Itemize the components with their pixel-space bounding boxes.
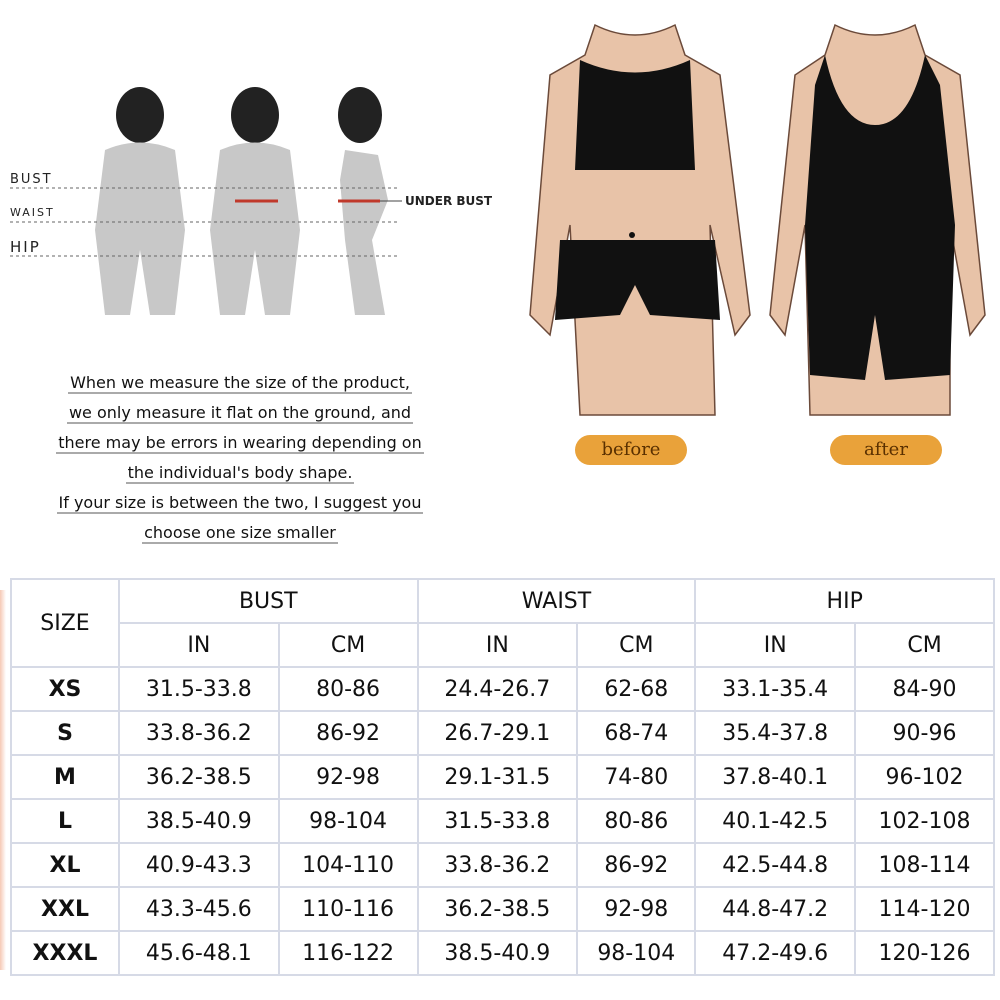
unit-header: IN	[118, 622, 280, 668]
measurement-cell: 120-126	[854, 930, 995, 976]
unit-header: IN	[694, 622, 857, 668]
measurement-cell: 44.8-47.2	[694, 886, 857, 932]
measurement-cell: 92-98	[277, 754, 419, 800]
before-tag: before	[575, 435, 687, 465]
measurement-cell: 104-110	[277, 842, 419, 888]
measurement-cell: 42.5-44.8	[694, 842, 857, 888]
unit-header: IN	[416, 622, 579, 668]
body-silhouettes	[10, 87, 402, 315]
bust-label: BUST	[10, 172, 53, 187]
measurement-cell: 24.4-26.7	[416, 666, 579, 712]
measurement-notes: When we measure the size of the product,…	[0, 368, 480, 548]
edge-decoration	[0, 590, 6, 970]
unit-header: CM	[277, 622, 419, 668]
measurement-cell: 45.6-48.1	[118, 930, 280, 976]
before-after-photos: before after	[510, 15, 1000, 465]
measurement-cell: 38.5-40.9	[118, 798, 280, 844]
measurement-cell: 33.8-36.2	[118, 710, 280, 756]
measurement-cell: 86-92	[576, 842, 697, 888]
measurement-cell: 86-92	[277, 710, 419, 756]
measurement-cell: 102-108	[854, 798, 995, 844]
bust-header: BUST	[118, 578, 419, 624]
after-tag: after	[830, 435, 942, 465]
measurement-cell: 92-98	[576, 886, 697, 932]
measurement-cell: 26.7-29.1	[416, 710, 579, 756]
measurement-cell: 68-74	[576, 710, 697, 756]
measurement-cell: 31.5-33.8	[118, 666, 280, 712]
size-cell: M	[10, 754, 120, 800]
measurement-cell: 33.1-35.4	[694, 666, 857, 712]
measurement-diagram: BUST WAIST HIP UNDER BUST	[0, 80, 510, 330]
hip-header: HIP	[694, 578, 995, 624]
measurement-cell: 40.9-43.3	[118, 842, 280, 888]
size-chart-table: SIZE BUST WAIST HIP IN CM IN CM IN CM XS…	[10, 578, 995, 976]
measurement-cell: 36.2-38.5	[416, 886, 579, 932]
measurement-cell: 33.8-36.2	[416, 842, 579, 888]
note-line: there may be errors in wearing depending…	[56, 433, 424, 454]
measurement-cell: 80-86	[576, 798, 697, 844]
measurement-cell: 84-90	[854, 666, 995, 712]
measurement-cell: 47.2-49.6	[694, 930, 857, 976]
measurement-cell: 98-104	[576, 930, 697, 976]
measurement-cell: 90-96	[854, 710, 995, 756]
measurement-cell: 43.3-45.6	[118, 886, 280, 932]
note-line: the individual's body shape.	[125, 463, 355, 484]
measurement-cell: 108-114	[854, 842, 995, 888]
hip-label: HIP	[10, 238, 41, 256]
size-cell: S	[10, 710, 120, 756]
measurement-cell: 80-86	[277, 666, 419, 712]
measurement-cell: 36.2-38.5	[118, 754, 280, 800]
measurement-cell: 96-102	[854, 754, 995, 800]
measurement-cell: 74-80	[576, 754, 697, 800]
table-row: XXL 43.3-45.6 110-116 36.2-38.5 92-98 44.8-47…	[10, 886, 995, 932]
size-cell: XS	[10, 666, 120, 712]
unit-header: CM	[854, 622, 995, 668]
size-cell: XL	[10, 842, 120, 888]
note-line: When we measure the size of the product,	[68, 373, 412, 394]
waist-header: WAIST	[416, 578, 697, 624]
note-line: we only measure it flat on the ground, a…	[66, 403, 414, 424]
measurement-cell: 37.8-40.1	[694, 754, 857, 800]
table-row: XS 31.5-33.8 80-86 24.4-26.7 62-68 33.1-35.4 8…	[10, 666, 995, 712]
size-header: SIZE	[10, 578, 120, 668]
measurement-cell: 40.1-42.5	[694, 798, 857, 844]
under-bust-label: UNDER BUST	[405, 194, 493, 208]
measurement-cell: 98-104	[277, 798, 419, 844]
measurement-cell: 38.5-40.9	[416, 930, 579, 976]
table-row: XXXL 45.6-48.1 116-122 38.5-40.9 98-104 47.2-…	[10, 930, 995, 976]
body-illustrations	[529, 23, 986, 416]
note-line: If your size is between the two, I sugge…	[56, 493, 424, 514]
note-line: choose one size smaller	[142, 523, 338, 544]
waist-label: WAIST	[10, 206, 55, 219]
measurement-cell: 114-120	[854, 886, 995, 932]
size-cell: XXL	[10, 886, 120, 932]
table-row: XL 40.9-43.3 104-110 33.8-36.2 86-92 42.5-44.…	[10, 842, 995, 888]
table-row: S 33.8-36.2 86-92 26.7-29.1 68-74 35.4-37.8 90…	[10, 710, 995, 756]
measurement-cell: 31.5-33.8	[416, 798, 579, 844]
measurement-cell: 110-116	[277, 886, 419, 932]
measurement-cell: 35.4-37.8	[694, 710, 857, 756]
measurement-cell: 62-68	[576, 666, 697, 712]
measurement-cell: 116-122	[277, 930, 419, 976]
unit-header: CM	[576, 622, 697, 668]
table-row: M 36.2-38.5 92-98 29.1-31.5 74-80 37.8-40.1 96…	[10, 754, 995, 800]
table-row: L 38.5-40.9 98-104 31.5-33.8 80-86 40.1-42.5 1…	[10, 798, 995, 844]
measurement-cell: 29.1-31.5	[416, 754, 579, 800]
size-cell: L	[10, 798, 120, 844]
size-cell: XXXL	[10, 930, 120, 976]
